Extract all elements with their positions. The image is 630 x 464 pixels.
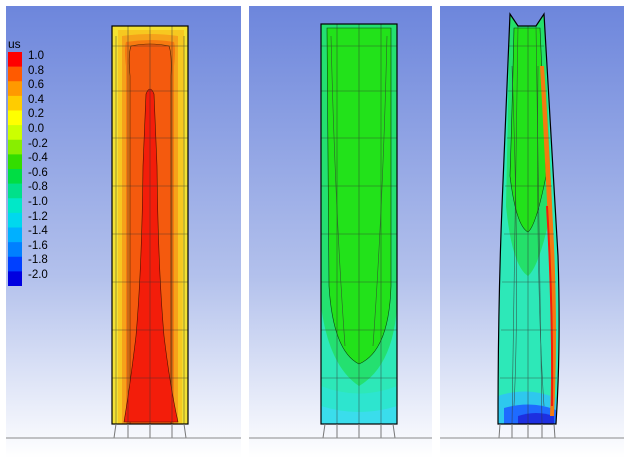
legend-label: -1.2 <box>28 210 48 223</box>
legend-swatch <box>8 198 22 214</box>
legend-swatch <box>8 110 22 126</box>
legend-swatch <box>8 154 22 170</box>
legend-swatch <box>8 271 22 286</box>
legend-swatch <box>8 169 22 184</box>
legend-swatch <box>8 242 22 258</box>
legend-color-bar <box>8 52 22 286</box>
legend-swatch <box>8 125 22 141</box>
legend-label: 0.2 <box>28 108 44 121</box>
right-contour-plot <box>440 6 624 458</box>
mesh-grid <box>112 26 188 424</box>
legend-swatch <box>8 139 22 155</box>
support-legs <box>113 423 187 439</box>
legend-swatch <box>8 227 22 243</box>
column-middle <box>320 23 398 425</box>
legend-swatch <box>8 81 22 97</box>
support-legs <box>322 423 396 439</box>
column-left <box>111 25 189 425</box>
mesh-grid <box>321 24 397 424</box>
left-panel <box>6 6 241 458</box>
legend-label: -0.2 <box>28 137 48 150</box>
legend-label: -0.4 <box>28 152 48 165</box>
middle-panel <box>249 6 432 458</box>
legend-label: 0.4 <box>28 93 44 106</box>
middle-contour-plot <box>249 6 432 458</box>
legend-swatch <box>8 256 22 272</box>
legend-label: 0.8 <box>28 64 44 77</box>
legend-label: -1.0 <box>28 196 48 208</box>
support-legs <box>498 423 556 439</box>
column-right <box>497 12 560 425</box>
legend-swatch <box>8 95 22 111</box>
legend-title: us <box>8 37 21 51</box>
right-panel <box>440 6 624 458</box>
legend-label: -1.8 <box>28 254 48 267</box>
legend-swatch <box>8 183 22 199</box>
legend-label: 0.0 <box>28 123 44 135</box>
legend-label: -1.6 <box>28 239 48 252</box>
legend-label: -2.0 <box>28 269 48 281</box>
legend-swatch <box>8 66 22 82</box>
legend-label: -0.6 <box>28 166 48 179</box>
legend-swatch <box>8 212 22 228</box>
legend-swatch <box>8 52 22 67</box>
left-contour-plot <box>6 6 241 458</box>
legend-label: -1.4 <box>28 225 48 238</box>
legend-label: 1.0 <box>28 50 44 62</box>
legend-label: 0.6 <box>28 79 44 92</box>
legend-label: -0.8 <box>28 181 48 194</box>
mesh-grid <box>500 25 557 425</box>
